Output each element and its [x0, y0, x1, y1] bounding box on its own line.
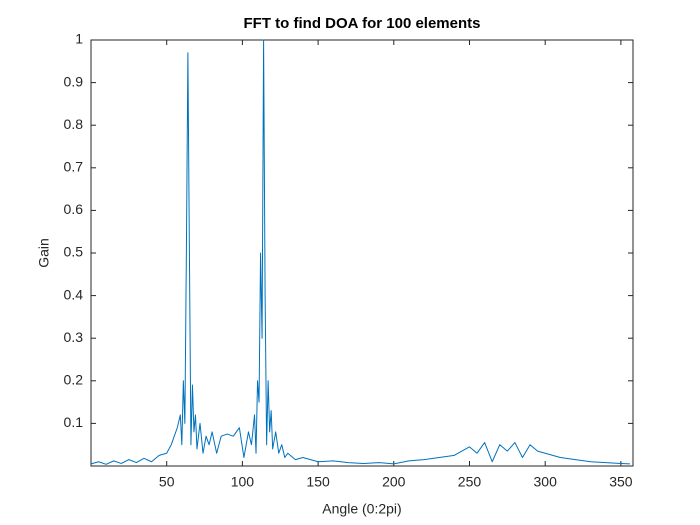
y-tick-label: 0.3 — [64, 329, 84, 345]
y-tick-label: 0.5 — [64, 244, 84, 260]
x-tick-label: 300 — [534, 474, 558, 490]
x-tick-label: 50 — [159, 474, 175, 490]
x-tick-label: 100 — [231, 474, 255, 490]
axes-box — [90, 39, 634, 467]
y-tick-label: 0.8 — [64, 116, 84, 132]
y-tick-label: 0.4 — [64, 286, 84, 302]
y-axis-label: Gain — [36, 238, 52, 268]
chart-title: FFT to find DOA for 100 elements — [244, 15, 481, 32]
data-line — [90, 39, 630, 465]
x-tick-label: 200 — [382, 474, 406, 490]
y-tick-label: 0.9 — [64, 73, 84, 89]
y-tick-label: 0.7 — [64, 159, 84, 175]
x-tick-label: 150 — [306, 474, 330, 490]
y-tick-label: 0.6 — [64, 201, 84, 217]
x-axis-label: Angle (0:2pi) — [322, 501, 401, 517]
x-tick-label: 250 — [458, 474, 482, 490]
x-tick-label: 350 — [609, 474, 633, 490]
y-tick-label: 0.1 — [64, 414, 84, 430]
y-tick-label: 1 — [75, 31, 83, 47]
y-tick-label: 0.2 — [64, 372, 84, 388]
